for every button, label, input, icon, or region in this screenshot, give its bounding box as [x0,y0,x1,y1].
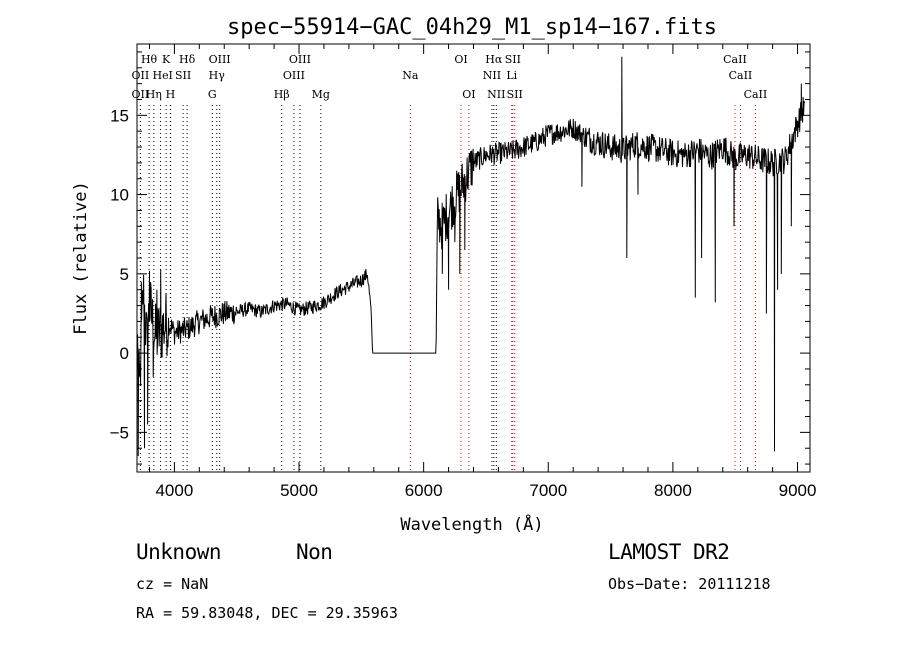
plot-frame [136,43,811,473]
x-tick-label: 5000 [280,481,318,500]
x-axis-ticks: 4000 5000 6000 7000 8000 9000 [148,44,817,500]
spectral-line-label: Li [506,69,517,82]
y-tick-label: 10 [110,186,129,205]
x-tick-label: 7000 [529,481,567,500]
spectral-line-label: Hη [146,88,162,101]
coordinates: RA = 59.83048, DEC = 29.35963 [136,604,398,622]
spectral-line-label: K [162,53,171,66]
spectral-line-label: SII [505,53,521,66]
x-tick-label: 8000 [654,481,692,500]
spectral-line-label: OI [462,88,475,101]
survey-name: LAMOST DR2 [608,540,730,564]
y-tick-label: 15 [110,106,129,125]
x-tick-label: 9000 [779,481,817,500]
spectral-line-label: OII [132,88,150,101]
spectral-line-label: OI [454,53,467,66]
redshift-cz: cz = NaN [136,575,209,593]
spectral-line-label: SII [175,69,191,82]
spectral-class: Unknown [136,540,222,564]
x-tick-label: 4000 [155,481,193,500]
y-tick-label: 0 [120,344,129,363]
y-tick-label: 5 [120,265,129,284]
spectral-line-label: I [168,69,172,82]
spectral-line-label: Hθ [141,53,158,66]
y-axis-label: Flux (relative) [71,181,91,335]
spectral-line-label: OII [132,69,150,82]
observation-date: Obs−Date: 20111218 [608,575,771,593]
spectrum-series [137,56,806,457]
y-tick-label: −5 [110,423,129,442]
y-axis-ticks: −5 0 5 10 15 [110,51,810,465]
spectral-line-label: H [166,88,176,101]
spectral-line-label: Mg [312,88,330,101]
spectral-line-label: G [208,88,217,101]
spectral-line-label: OIII [283,69,305,82]
spectrum-line [137,56,806,457]
spectral-line-label: Hδ [179,53,196,66]
spectral-line-label: OIII [289,53,311,66]
spectral-line-label: Na [402,69,419,82]
chart-title: spec−55914−GAC_04h29_M1_sp14−167.fits [227,15,717,40]
spectral-line-label: CaII [744,88,768,101]
spectral-line-label: NII [487,88,505,101]
spectral-subclass: Non [296,540,333,564]
x-tick-label: 6000 [405,481,443,500]
spectral-line-label: NII [483,69,501,82]
spectral-line-label: Hβ [274,88,290,101]
spectral-line-label: CaII [729,69,753,82]
spectral-line-label: Hα [485,53,503,66]
spectral-line-label: OIII [209,53,231,66]
spectral-line-label: He [153,69,169,82]
x-axis-label: Wavelength (Å) [400,513,543,535]
spectral-line-markers [139,105,756,472]
spectral-line-label: Hγ [209,69,226,82]
spectral-line-label: SII [507,88,523,101]
spectral-line-label: CaII [723,53,747,66]
